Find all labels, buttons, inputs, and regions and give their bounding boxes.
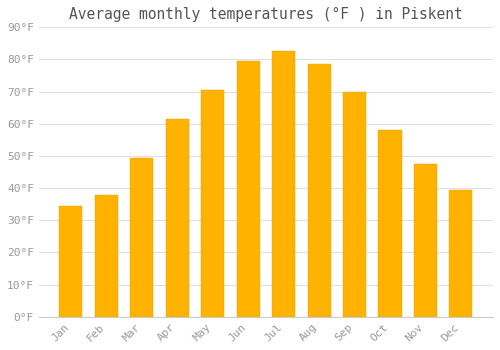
Bar [130, 158, 154, 317]
Bar [378, 130, 402, 317]
Bar [450, 190, 472, 317]
Bar [60, 206, 82, 317]
Bar [95, 195, 118, 317]
Bar [308, 64, 330, 317]
Bar [201, 90, 224, 317]
Bar [236, 61, 260, 317]
Bar [272, 51, 295, 317]
Bar [414, 164, 437, 317]
Bar [166, 119, 189, 317]
Title: Average monthly temperatures (°F ) in Piskent: Average monthly temperatures (°F ) in Pi… [69, 7, 463, 22]
Bar [343, 92, 366, 317]
